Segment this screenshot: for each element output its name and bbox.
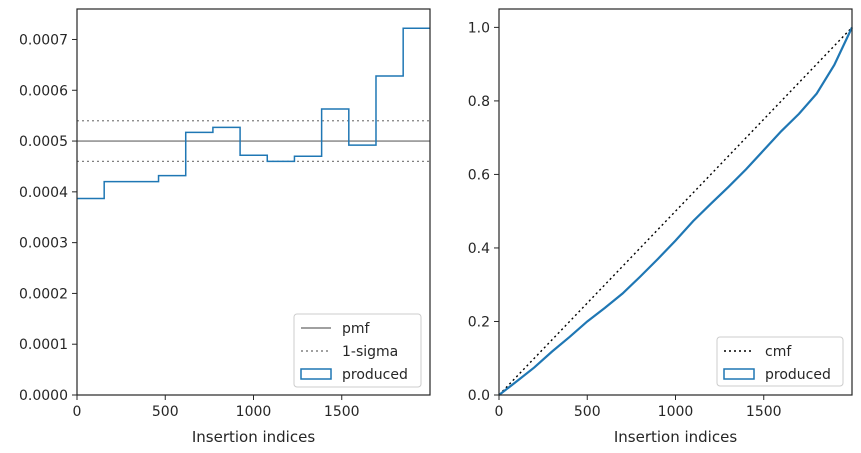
x-tick-label: 1000 [236, 404, 272, 420]
x-axis-label: Insertion indices [614, 428, 737, 446]
y-tick-label: 0.0 [468, 388, 490, 404]
x-tick-label: 1000 [658, 404, 694, 420]
y-tick-label: 0.0006 [19, 83, 68, 99]
y-tick-label: 0.0007 [19, 32, 68, 48]
x-tick-label: 1500 [324, 404, 360, 420]
series-produced-step [77, 27, 430, 200]
y-tick-label: 0.0004 [19, 185, 68, 201]
y-tick-label: 1.0 [468, 20, 490, 36]
series-produced-line [498, 26, 853, 396]
legend-label-produced: produced [342, 367, 408, 383]
y-tick-label: 0.0003 [19, 236, 68, 252]
x-tick-label: 0 [495, 404, 504, 420]
y-tick-label: 0.0001 [19, 337, 68, 353]
x-axis-label: Insertion indices [192, 428, 315, 446]
y-tick-label: 0.0005 [19, 134, 68, 150]
legend-box [716, 336, 844, 387]
legend-label-cmf: cmf [765, 344, 792, 360]
y-tick-label: 0.0000 [19, 388, 68, 404]
right-panel-cmf: 0 500 1000 1500 0.0 0.2 0.4 0.6 0.8 1.0 Insertion … [468, 8, 853, 446]
y-tick-label: 0.8 [468, 94, 490, 110]
legend-label-pmf: pmf [342, 321, 371, 337]
y-tick-label: 0.6 [468, 167, 490, 183]
plot-frame [498, 8, 853, 396]
legend-label-produced: produced [765, 367, 831, 383]
x-tick-label: 0 [73, 404, 82, 420]
y-tick-label: 0.2 [468, 314, 490, 330]
legend-label-1-sigma: 1-sigma [342, 344, 398, 360]
x-tick-label: 1500 [746, 404, 782, 420]
plot-frame [76, 8, 431, 396]
y-tick-label: 0.4 [468, 241, 490, 257]
y-tick-label: 0.0002 [19, 286, 68, 302]
legend-swatch-produced [300, 368, 332, 380]
legend-swatch-produced [723, 368, 755, 380]
x-tick-label: 500 [152, 404, 179, 420]
x-tick-label: 500 [574, 404, 601, 420]
left-panel-pmf: 0 500 1000 1500 0.0000 0.0001 0.0002 0.0003 0.00… [19, 8, 431, 446]
